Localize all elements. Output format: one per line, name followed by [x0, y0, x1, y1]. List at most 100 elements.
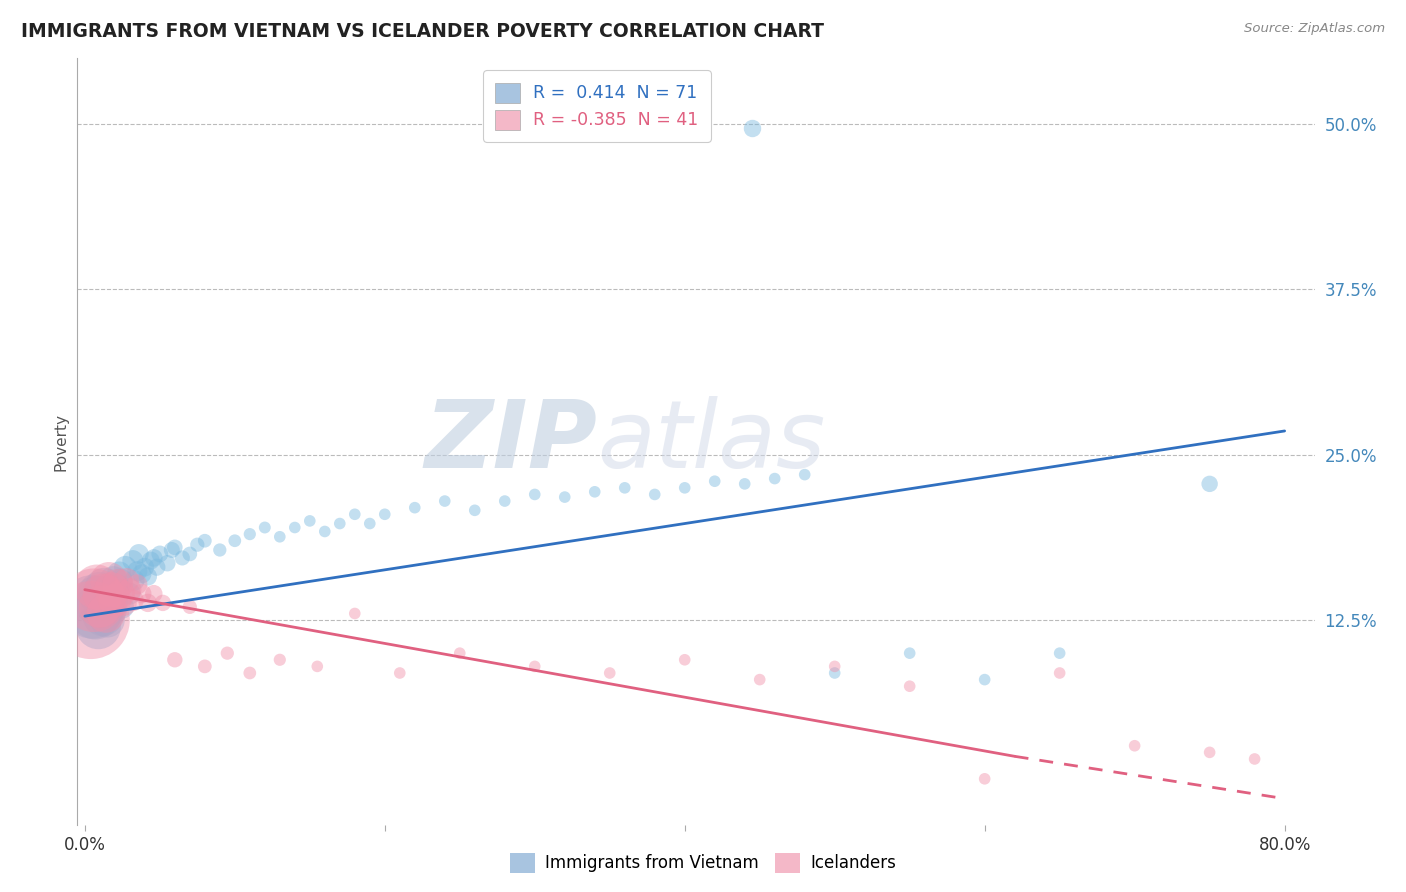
Point — [898, 646, 921, 660]
Text: ZIP: ZIP — [425, 395, 598, 488]
Point — [374, 508, 396, 522]
Point — [613, 481, 636, 495]
Point — [134, 560, 156, 574]
Point — [388, 665, 411, 680]
Point — [194, 533, 217, 548]
Point — [824, 659, 846, 673]
Point — [793, 467, 815, 482]
Point — [121, 553, 143, 567]
Point — [404, 500, 426, 515]
Point — [554, 490, 576, 504]
Point — [644, 487, 666, 501]
Point — [104, 593, 127, 607]
Point — [146, 560, 169, 574]
Y-axis label: Poverty: Poverty — [53, 412, 69, 471]
Point — [136, 569, 159, 583]
Point — [239, 665, 262, 680]
Point — [160, 543, 183, 558]
Point — [583, 484, 606, 499]
Point — [523, 487, 546, 501]
Point — [156, 556, 179, 570]
Point — [80, 613, 103, 627]
Point — [973, 772, 995, 786]
Point — [131, 566, 153, 581]
Point — [1243, 752, 1265, 766]
Point — [186, 538, 208, 552]
Point — [284, 520, 307, 534]
Text: atlas: atlas — [598, 396, 825, 487]
Point — [1123, 739, 1146, 753]
Point — [343, 607, 366, 621]
Point — [217, 646, 239, 660]
Legend: R =  0.414  N = 71, R = -0.385  N = 41: R = 0.414 N = 71, R = -0.385 N = 41 — [484, 70, 711, 142]
Point — [359, 516, 381, 531]
Point — [673, 481, 696, 495]
Point — [494, 494, 516, 508]
Point — [87, 620, 110, 634]
Point — [142, 587, 165, 601]
Point — [741, 121, 763, 136]
Point — [208, 543, 231, 558]
Point — [121, 593, 143, 607]
Point — [163, 541, 186, 555]
Point — [98, 582, 121, 597]
Text: Source: ZipAtlas.com: Source: ZipAtlas.com — [1244, 22, 1385, 36]
Point — [136, 596, 159, 610]
Point — [599, 665, 621, 680]
Point — [1049, 665, 1071, 680]
Point — [93, 580, 115, 594]
Point — [127, 577, 149, 591]
Point — [110, 574, 132, 588]
Point — [83, 593, 105, 607]
Text: IMMIGRANTS FROM VIETNAM VS ICELANDER POVERTY CORRELATION CHART: IMMIGRANTS FROM VIETNAM VS ICELANDER POV… — [21, 22, 824, 41]
Point — [142, 550, 165, 565]
Point — [179, 599, 201, 614]
Point — [89, 599, 111, 614]
Point — [253, 520, 276, 534]
Point — [131, 587, 153, 601]
Point — [298, 514, 321, 528]
Point — [152, 596, 174, 610]
Point — [86, 593, 108, 607]
Point — [114, 560, 136, 574]
Point — [898, 679, 921, 693]
Point — [124, 574, 146, 588]
Point — [763, 472, 786, 486]
Point — [523, 659, 546, 673]
Point — [172, 550, 194, 565]
Point — [94, 596, 117, 610]
Point — [105, 587, 128, 601]
Point — [224, 533, 246, 548]
Point — [673, 653, 696, 667]
Point — [91, 609, 114, 624]
Point — [107, 580, 129, 594]
Point — [108, 566, 131, 581]
Point — [107, 577, 129, 591]
Point — [89, 587, 111, 601]
Point — [84, 607, 107, 621]
Point — [194, 659, 217, 673]
Point — [112, 596, 135, 610]
Point — [973, 673, 995, 687]
Point — [824, 665, 846, 680]
Point — [127, 564, 149, 578]
Point — [101, 582, 124, 597]
Point — [239, 527, 262, 541]
Point — [734, 476, 756, 491]
Point — [101, 604, 124, 618]
Point — [94, 607, 117, 621]
Point — [1049, 646, 1071, 660]
Point — [433, 494, 456, 508]
Point — [86, 580, 108, 594]
Point — [82, 599, 104, 614]
Point — [97, 591, 120, 605]
Point — [149, 547, 172, 561]
Point — [115, 574, 138, 588]
Point — [329, 516, 352, 531]
Point — [748, 673, 770, 687]
Point — [91, 587, 114, 601]
Point — [343, 508, 366, 522]
Point — [464, 503, 486, 517]
Point — [118, 582, 141, 597]
Point — [103, 574, 125, 588]
